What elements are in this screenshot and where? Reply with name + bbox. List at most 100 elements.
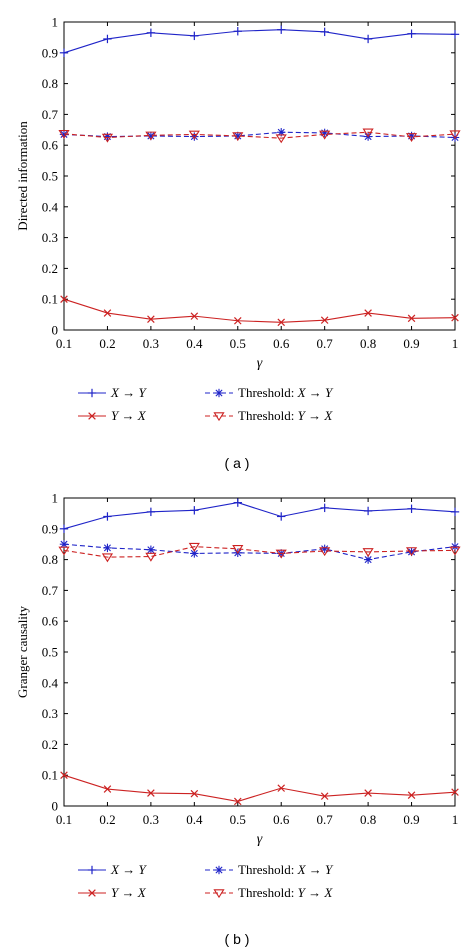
data-point bbox=[407, 29, 416, 38]
legend: X → Y Y → X Threshold: X → Y Threshold: Y →… bbox=[78, 862, 334, 900]
y-tick-label: 0.2 bbox=[42, 737, 58, 752]
data-point bbox=[190, 506, 199, 515]
series-line bbox=[63, 298, 456, 323]
data-point bbox=[363, 506, 373, 516]
x-tick-label: 0.5 bbox=[230, 336, 246, 351]
y-tick-label: 0 bbox=[52, 323, 59, 338]
data-point bbox=[451, 788, 459, 796]
data-point bbox=[188, 542, 200, 552]
y-axis-label: Granger causality bbox=[15, 605, 30, 698]
x-tick-label: 0.5 bbox=[230, 812, 246, 827]
data-point bbox=[450, 30, 460, 39]
x-tick-label: 0.9 bbox=[403, 336, 419, 351]
legend-marker bbox=[87, 865, 97, 875]
legend-item: Threshold: Y → X bbox=[205, 408, 333, 423]
data-point bbox=[277, 512, 286, 521]
data-point bbox=[233, 797, 242, 806]
y-tick-label: 0.4 bbox=[42, 199, 59, 214]
data-point bbox=[449, 130, 461, 140]
data-point bbox=[146, 507, 156, 517]
legend-item: X → Y bbox=[78, 385, 147, 400]
series-line bbox=[63, 29, 456, 54]
y-axis-label: Directed information bbox=[15, 121, 30, 231]
y-tick-label: 0.9 bbox=[42, 45, 58, 60]
data-point bbox=[101, 133, 114, 143]
series-line bbox=[63, 131, 456, 139]
y-tick-label: 0.4 bbox=[42, 675, 59, 690]
legend-marker bbox=[88, 412, 96, 420]
legend-label: Y → X bbox=[111, 408, 147, 423]
legend-marker bbox=[214, 388, 224, 398]
legend-marker bbox=[213, 889, 225, 899]
data-point bbox=[233, 498, 242, 507]
data-point bbox=[277, 25, 286, 34]
chart-panel-a: 0.1 0.2 0.3 0.4 0.5 0.6 0.7 0.8 0.9 100.10.20.30.… bbox=[15, 15, 461, 471]
x-tick-label: 1 bbox=[452, 812, 459, 827]
data-point bbox=[405, 547, 418, 557]
data-point bbox=[275, 134, 287, 144]
legend-item: Y → X bbox=[78, 885, 147, 900]
x-tick-label: 0.1 bbox=[56, 812, 72, 827]
legend-label: Y → X bbox=[111, 885, 147, 900]
legend-item: Threshold: X → Y bbox=[205, 385, 334, 400]
data-point bbox=[451, 313, 459, 322]
y-tick-label: 0.8 bbox=[42, 552, 58, 567]
series-3 bbox=[58, 128, 461, 144]
x-tick-label: 0.6 bbox=[273, 812, 290, 827]
data-point bbox=[449, 546, 461, 556]
data-point bbox=[58, 130, 70, 139]
data-point bbox=[450, 507, 460, 517]
x-tick-label: 0.2 bbox=[99, 812, 115, 827]
data-point bbox=[233, 27, 242, 36]
series-line bbox=[63, 502, 456, 530]
y-tick-label: 0.3 bbox=[42, 706, 58, 721]
x-tick-label: 0.1 bbox=[56, 336, 72, 351]
series-0 bbox=[59, 498, 460, 533]
series-2 bbox=[59, 540, 460, 564]
data-point bbox=[59, 524, 69, 533]
legend-item: Y → X bbox=[78, 408, 147, 423]
data-point bbox=[103, 512, 112, 521]
data-point bbox=[277, 784, 286, 792]
y-tick-label: 0.5 bbox=[42, 645, 58, 660]
y-tick-label: 0.7 bbox=[42, 583, 59, 598]
data-point bbox=[103, 309, 112, 317]
y-tick-label: 0.2 bbox=[42, 261, 58, 276]
y-tick-label: 0.3 bbox=[42, 230, 58, 245]
plot-frame bbox=[63, 21, 456, 331]
y-tick-label: 0.5 bbox=[42, 169, 58, 184]
data-point bbox=[362, 548, 374, 558]
data-point bbox=[103, 34, 112, 44]
legend-label: Threshold: Y → X bbox=[238, 408, 333, 423]
data-point bbox=[147, 315, 155, 324]
y-tick-label: 0 bbox=[52, 799, 59, 814]
series-line bbox=[63, 546, 456, 558]
x-tick-label: 0.3 bbox=[143, 812, 159, 827]
data-point bbox=[320, 544, 329, 554]
x-tick-label: 0.7 bbox=[317, 812, 334, 827]
data-point bbox=[147, 789, 155, 797]
panel-caption: ( b ) bbox=[225, 931, 250, 947]
data-point bbox=[59, 48, 69, 57]
data-point bbox=[364, 309, 372, 317]
x-tick-label: 0.9 bbox=[403, 812, 419, 827]
series-3 bbox=[58, 542, 461, 563]
data-point bbox=[320, 316, 329, 324]
data-point bbox=[60, 771, 68, 779]
x-tick-label: 0.6 bbox=[273, 336, 290, 351]
legend-marker bbox=[213, 412, 225, 422]
data-point bbox=[320, 27, 329, 37]
legend-label: X → Y bbox=[110, 385, 147, 400]
legend-item: Threshold: X → Y bbox=[205, 862, 334, 877]
data-point bbox=[277, 318, 286, 327]
data-point bbox=[320, 792, 329, 800]
data-point bbox=[233, 316, 242, 325]
data-point bbox=[101, 553, 114, 563]
y-tick-label: 1 bbox=[52, 15, 59, 30]
legend: X → Y Y → X Threshold: X → Y Threshold: Y →… bbox=[78, 385, 334, 423]
data-point bbox=[190, 789, 199, 798]
series-1 bbox=[60, 771, 459, 806]
data-point bbox=[232, 132, 244, 142]
series-line bbox=[63, 774, 456, 802]
